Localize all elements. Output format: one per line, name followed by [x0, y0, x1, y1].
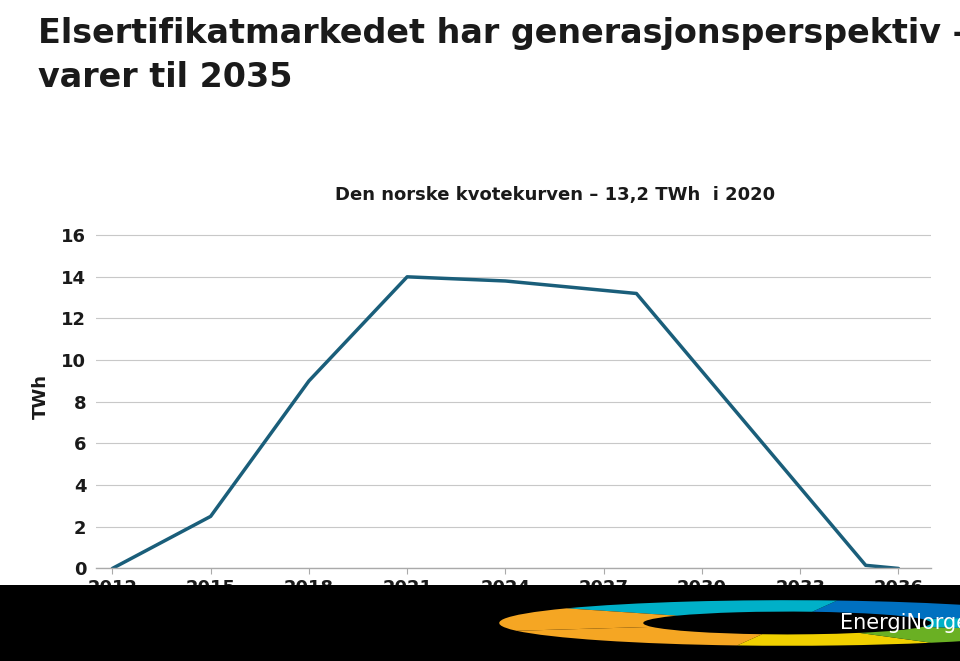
Wedge shape — [812, 601, 960, 619]
Text: Elsertifikatmarkedet har generasjonsperspektiv –: Elsertifikatmarkedet har generasjonspers… — [38, 17, 960, 50]
Text: varer til 2035: varer til 2035 — [38, 61, 293, 94]
Wedge shape — [859, 627, 960, 642]
Y-axis label: TWh: TWh — [33, 374, 50, 419]
Text: Den norske kvotekurven – 13,2 TWh  i 2020: Den norske kvotekurven – 13,2 TWh i 2020 — [335, 186, 776, 204]
Text: EnergiNorge: EnergiNorge — [840, 613, 960, 633]
Wedge shape — [566, 600, 837, 615]
Wedge shape — [516, 627, 762, 645]
Wedge shape — [499, 608, 677, 631]
Wedge shape — [737, 633, 931, 646]
Wedge shape — [923, 615, 960, 631]
